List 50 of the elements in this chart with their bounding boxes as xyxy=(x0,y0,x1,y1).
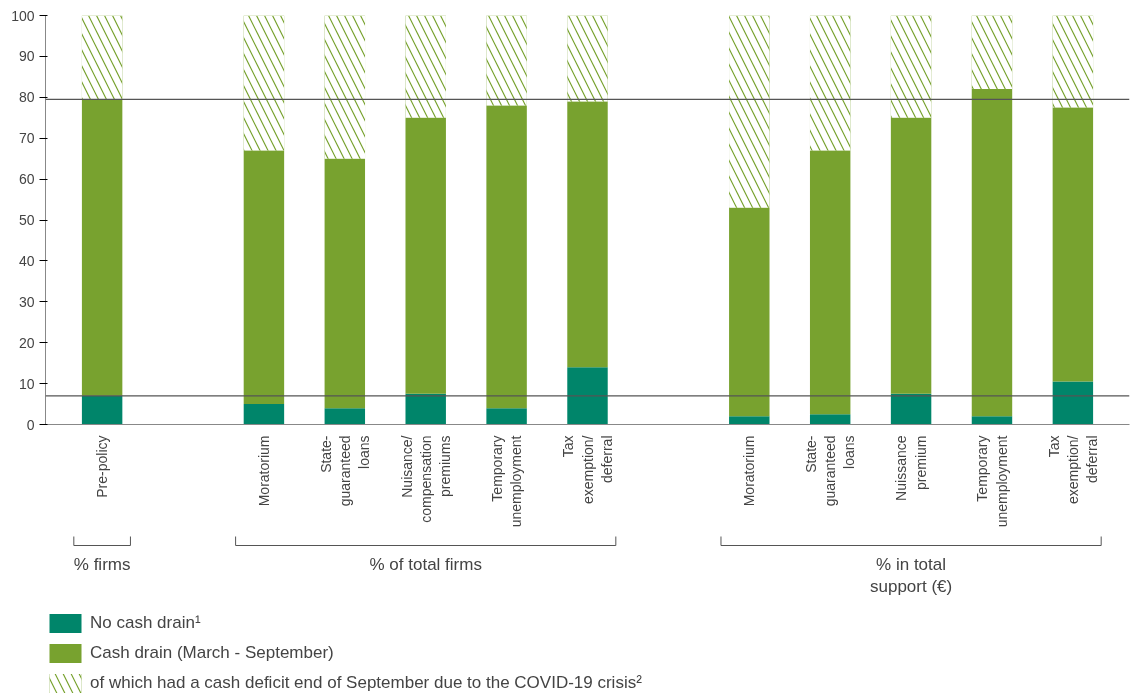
text: % in total support (€) xyxy=(869,554,953,597)
x-tick-label: State- guaranteed loans xyxy=(802,435,858,507)
bar xyxy=(405,117,446,394)
bar xyxy=(486,408,527,425)
y-tick-label: 60 xyxy=(18,171,35,188)
bar xyxy=(890,117,932,394)
y-tick-label: 0 xyxy=(26,416,35,433)
y-tick-label: 40 xyxy=(18,252,35,269)
bar xyxy=(1052,107,1094,382)
bar xyxy=(243,150,285,405)
bar xyxy=(567,101,608,368)
y-tick-label: 80 xyxy=(18,89,35,106)
x-tick-label: Pre-policy xyxy=(94,435,111,498)
bar xyxy=(809,150,851,415)
bar xyxy=(405,393,446,425)
y-tick-label: 90 xyxy=(18,48,35,65)
bar xyxy=(1052,381,1094,425)
x-tick-label: Temporary unemployment xyxy=(489,435,525,528)
bar xyxy=(81,395,123,425)
y-tick-label: 100 xyxy=(11,7,35,24)
x-tick-label: Moratorium xyxy=(255,435,272,507)
y-tick-label: 10 xyxy=(18,375,35,392)
x-tick-label: Moratorium xyxy=(741,435,758,507)
x-tick-label: Nuisance/ compensation premiums xyxy=(398,435,453,523)
bar xyxy=(324,158,366,409)
bar xyxy=(809,414,851,425)
bar xyxy=(971,416,1013,425)
x-tick-label: Tax exemption/ deferral xyxy=(560,435,615,504)
legend-label: No cash drain¹ xyxy=(90,613,201,633)
bar xyxy=(81,99,123,396)
bar xyxy=(729,416,770,425)
y-tick-label: 70 xyxy=(18,130,35,147)
bar xyxy=(729,207,770,417)
bar xyxy=(243,404,285,425)
x-tick-label: Temporary unemployment xyxy=(974,435,1010,528)
bar xyxy=(324,408,366,425)
x-tick-label: Tax exemption/ deferral xyxy=(1045,435,1101,504)
x-tick-label: State- guaranteed loans xyxy=(317,435,373,507)
text: % firms xyxy=(73,554,131,574)
bar xyxy=(971,89,1013,417)
legend-label: Cash drain (March - September) xyxy=(90,643,334,663)
x-tick-label: Nuissance premium xyxy=(893,435,929,501)
bar xyxy=(890,393,932,425)
y-tick-label: 50 xyxy=(18,212,35,228)
y-tick-label: 30 xyxy=(18,293,35,310)
bar xyxy=(486,105,527,409)
text: % of total firms xyxy=(369,554,482,574)
bar xyxy=(567,367,608,425)
legend-label: of which had a cash deficit end of September due to the COVID-19 crisis² xyxy=(90,673,642,693)
y-tick-label: 20 xyxy=(18,334,35,351)
